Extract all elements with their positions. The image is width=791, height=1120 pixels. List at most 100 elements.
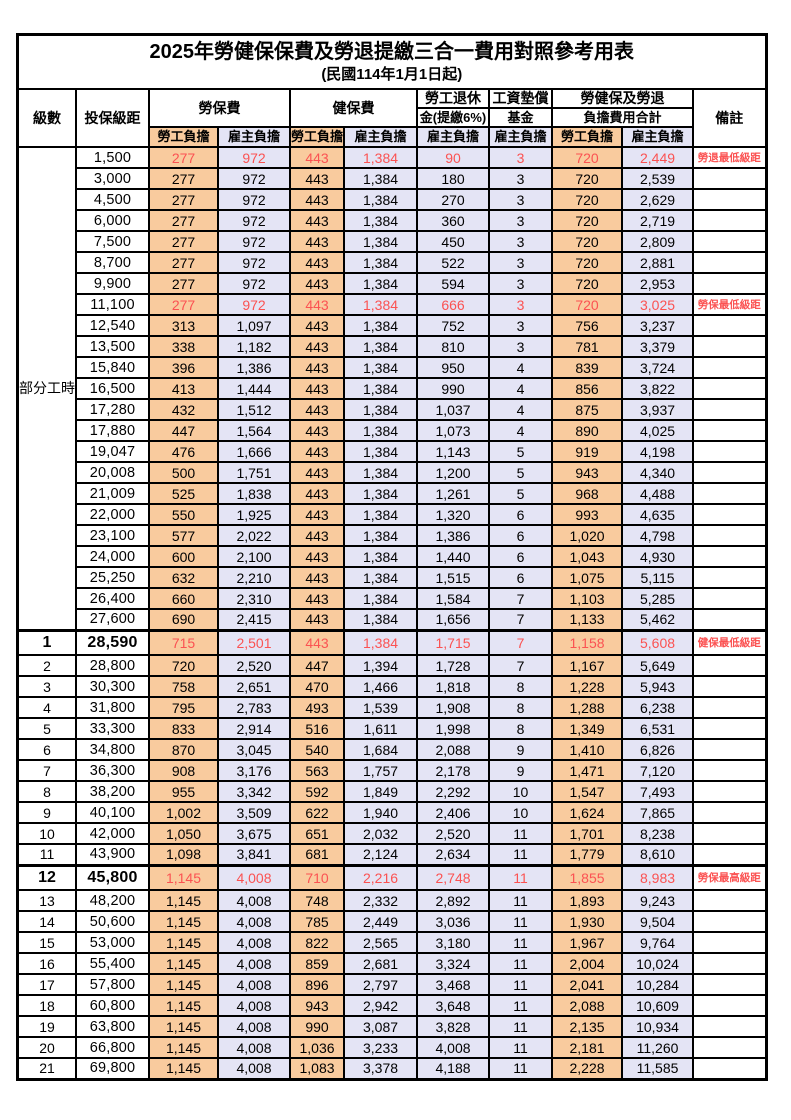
table-row: 部分工時 1,500 277 972 443 1,384 90 3 720 2,449 勞退最低級距 — [16, 146, 768, 631]
table-row: 22,000 550 1,925 443 1,384 1,320 6 993 4,635 — [18, 503, 768, 526]
value-cell: 493 — [288, 696, 346, 719]
value-cell: 443 — [288, 314, 346, 337]
table-row: 13,500 338 1,182 443 1,384 810 3 781 3,379 — [18, 335, 768, 358]
value-cell: 1,083 — [288, 1057, 346, 1080]
value-cell: 1,471 — [551, 759, 624, 782]
value-cell: 3,324 — [416, 952, 491, 975]
value-cell: 3 — [488, 209, 554, 232]
value-cell: 1,075 — [551, 566, 624, 589]
value-cell: 1,893 — [551, 889, 624, 912]
value-cell: 1,998 — [416, 717, 491, 740]
table-title-cell: 2025年勞健保保費及勞退提繳三合一費用對照參考用表 (民國114年1月1日起) — [16, 33, 768, 90]
value-cell: 1,384 — [343, 356, 419, 379]
value-cell: 3,468 — [416, 973, 491, 996]
value-cell: 2,881 — [621, 251, 695, 274]
value-cell: 1,200 — [416, 461, 491, 484]
value-cell: 1,440 — [416, 545, 491, 568]
value-cell: 1,145 — [148, 1015, 219, 1038]
value-cell: 2,210 — [217, 566, 291, 589]
level-cell: 18 — [16, 994, 77, 1017]
value-cell: 11 — [488, 863, 554, 891]
value-cell: 3,176 — [217, 759, 291, 782]
note-cell — [692, 524, 768, 547]
table-row: 14 50,600 1,145 4,008 785 2,449 3,036 11 1,930 9,… — [16, 910, 768, 933]
table-row: 16,500 413 1,444 443 1,384 990 4 856 3,822 — [18, 377, 768, 400]
value-cell: 720 — [551, 272, 624, 295]
value-cell: 2,041 — [551, 973, 624, 996]
value-cell: 3,937 — [621, 398, 695, 421]
value-cell: 2,634 — [416, 843, 491, 866]
col-header-bracket: 投保級距 — [75, 88, 150, 148]
note-cell — [692, 482, 768, 505]
bracket-cell: 42,000 — [75, 822, 150, 845]
value-cell: 396 — [148, 356, 219, 379]
bracket-cell: 6,000 — [75, 209, 150, 232]
table-row: 17 57,800 1,145 4,008 896 2,797 3,468 11 2,041 10… — [16, 973, 768, 996]
value-cell: 8 — [488, 696, 554, 719]
value-cell: 277 — [148, 230, 219, 253]
value-cell: 1,384 — [343, 545, 419, 568]
table-row: 6 34,800 870 3,045 540 1,684 2,088 9 1,410 6,826 — [16, 738, 768, 761]
value-cell: 443 — [288, 419, 346, 442]
value-cell: 4,340 — [621, 461, 695, 484]
value-cell: 1,539 — [343, 696, 419, 719]
value-cell: 11 — [488, 973, 554, 996]
value-cell: 277 — [148, 167, 219, 190]
bracket-cell: 53,000 — [75, 931, 150, 954]
level-cell: 12 — [16, 863, 77, 891]
note-cell — [692, 822, 768, 845]
table-row: 18 60,800 1,145 4,008 943 2,942 3,648 11 2,088 10… — [16, 994, 768, 1017]
bracket-cell: 7,500 — [75, 230, 150, 253]
bracket-cell: 3,000 — [75, 167, 150, 190]
value-cell: 3,822 — [621, 377, 695, 400]
value-cell: 2,178 — [416, 759, 491, 782]
level-cell: 15 — [16, 931, 77, 954]
bracket-cell: 4,500 — [75, 188, 150, 211]
value-cell: 600 — [148, 545, 219, 568]
value-cell: 972 — [217, 146, 291, 169]
value-cell: 1,444 — [217, 377, 291, 400]
note-cell — [692, 587, 768, 610]
value-cell: 4,635 — [621, 503, 695, 526]
bracket-cell: 45,800 — [75, 863, 150, 891]
value-cell: 2,292 — [416, 780, 491, 803]
value-cell: 5,285 — [621, 587, 695, 610]
note-cell — [692, 801, 768, 824]
value-cell: 447 — [288, 654, 346, 677]
level-cell: 8 — [16, 780, 77, 803]
bracket-cell: 16,500 — [75, 377, 150, 400]
value-cell: 720 — [551, 209, 624, 232]
note-cell — [692, 1036, 768, 1059]
value-cell: 443 — [288, 503, 346, 526]
value-cell: 447 — [148, 419, 219, 442]
value-cell: 3 — [488, 167, 554, 190]
level-cell: 21 — [16, 1057, 77, 1080]
value-cell: 3,648 — [416, 994, 491, 1017]
value-cell: 955 — [148, 780, 219, 803]
value-cell: 8 — [488, 675, 554, 698]
value-cell: 11,585 — [621, 1057, 695, 1080]
value-cell: 4,008 — [217, 1036, 291, 1059]
note-cell — [692, 461, 768, 484]
note-cell — [692, 251, 768, 274]
value-cell: 1,855 — [551, 863, 624, 891]
note-cell — [692, 696, 768, 719]
value-cell: 1,547 — [551, 780, 624, 803]
value-cell: 4,188 — [416, 1057, 491, 1080]
note-cell — [692, 188, 768, 211]
table-row: 23,100 577 2,022 443 1,384 1,386 6 1,020 4,798 — [18, 524, 768, 547]
bracket-cell: 8,700 — [75, 251, 150, 274]
value-cell: 972 — [217, 230, 291, 253]
table-row: 3,000 277 972 443 1,384 180 3 720 2,539 — [18, 167, 768, 190]
value-cell: 1,288 — [551, 696, 624, 719]
value-cell: 720 — [551, 251, 624, 274]
value-cell: 443 — [288, 440, 346, 463]
value-cell: 11 — [488, 1057, 554, 1080]
value-cell: 6,531 — [621, 717, 695, 740]
value-cell: 1,849 — [343, 780, 419, 803]
value-cell: 1,386 — [217, 356, 291, 379]
bracket-cell: 57,800 — [75, 973, 150, 996]
value-cell: 270 — [416, 188, 491, 211]
col-header-level: 級數 — [16, 88, 77, 148]
note-cell — [692, 1057, 768, 1080]
